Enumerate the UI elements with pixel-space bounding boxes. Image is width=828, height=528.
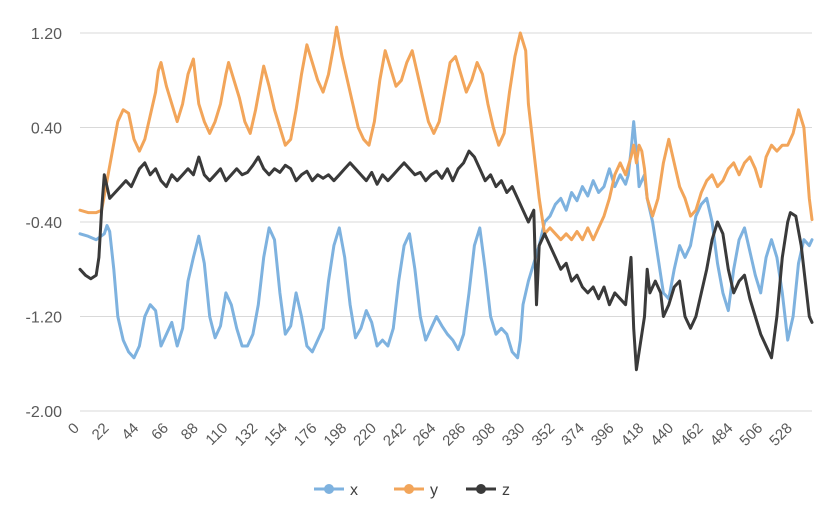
x-tick-label: 176 bbox=[291, 420, 321, 450]
x-tick-label: 88 bbox=[178, 420, 202, 444]
x-tick-label: 484 bbox=[707, 420, 737, 450]
series-line-x bbox=[78, 120, 814, 360]
series-line-y bbox=[78, 25, 814, 242]
x-tick-label: 220 bbox=[350, 420, 380, 450]
y-tick-label: -1.20 bbox=[26, 310, 63, 327]
x-tick-label: 132 bbox=[231, 420, 261, 450]
x-tick-label: 396 bbox=[588, 420, 618, 450]
legend-marker bbox=[324, 484, 334, 494]
legend-label: z bbox=[502, 482, 510, 499]
legend-marker bbox=[404, 484, 414, 494]
x-tick-label: 44 bbox=[118, 420, 142, 444]
x-tick-label: 242 bbox=[380, 420, 410, 450]
legend-marker bbox=[476, 484, 486, 494]
x-tick-label: 440 bbox=[647, 420, 677, 450]
x-tick-label: 308 bbox=[469, 420, 499, 450]
gridlines bbox=[80, 32, 812, 412]
x-tick-label: 22 bbox=[89, 420, 113, 444]
series-lines bbox=[78, 25, 814, 372]
legend-item-z: z bbox=[466, 482, 510, 499]
legend-label: x bbox=[350, 482, 358, 499]
y-tick-label: -2.00 bbox=[26, 404, 63, 421]
y-tick-label: 1.20 bbox=[31, 26, 62, 43]
legend-item-y: y bbox=[394, 482, 438, 499]
x-tick-label: 110 bbox=[202, 420, 231, 449]
x-tick-label: 286 bbox=[439, 420, 469, 450]
x-tick-label: 154 bbox=[261, 420, 291, 450]
x-tick-label: 506 bbox=[736, 420, 766, 450]
x-axis-ticks: 0 22 44 66 88 110 132 154 176 198 220 242 264 286 308 3… bbox=[65, 420, 796, 450]
x-tick-label: 264 bbox=[410, 420, 440, 450]
y-axis-ticks: 1.20 0.40 -0.40 -1.20 -2.00 bbox=[26, 26, 63, 421]
legend-item-x: x bbox=[314, 482, 358, 499]
x-tick-label: 528 bbox=[766, 420, 796, 450]
y-tick-label: -0.40 bbox=[26, 215, 63, 232]
x-tick-label: 352 bbox=[529, 420, 559, 450]
x-tick-label: 418 bbox=[618, 420, 648, 450]
legend-label: y bbox=[430, 482, 438, 499]
series-line-z bbox=[78, 149, 814, 372]
x-tick-label: 66 bbox=[148, 420, 172, 444]
x-tick-label: 330 bbox=[499, 420, 529, 450]
x-tick-label: 0 bbox=[65, 420, 83, 438]
x-tick-label: 374 bbox=[558, 420, 588, 450]
x-tick-label: 462 bbox=[677, 420, 707, 450]
legend: x y z bbox=[314, 482, 510, 499]
x-tick-label: 198 bbox=[321, 420, 351, 450]
y-tick-label: 0.40 bbox=[31, 121, 62, 138]
